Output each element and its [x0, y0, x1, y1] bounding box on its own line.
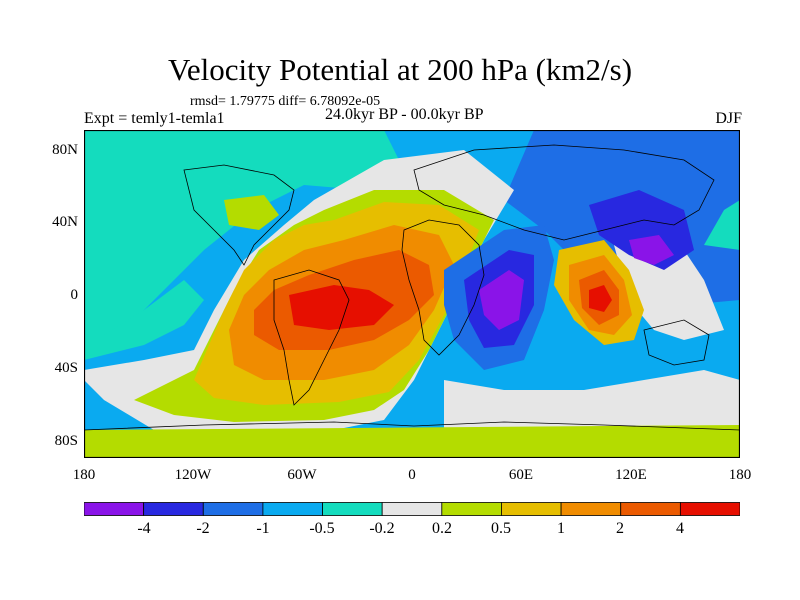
- colorbar: [84, 502, 740, 516]
- colorbar-box: [620, 502, 681, 516]
- coast-south-america: [273, 269, 350, 406]
- coast-north-america: [183, 164, 295, 266]
- colorbar-box: [501, 502, 562, 516]
- colorbar-box: [441, 502, 502, 516]
- coast-eurasia: [413, 144, 715, 241]
- colorbar-box: [560, 502, 622, 516]
- y-tick-0: 0: [70, 287, 79, 303]
- colorbar-box: [679, 502, 740, 516]
- x-tick-60e: 60E: [508, 467, 534, 483]
- coast-australia: [643, 319, 710, 366]
- colorbar-label-9: 2: [616, 520, 624, 537]
- colorbar-box: [381, 502, 443, 516]
- contour-field: [84, 130, 740, 458]
- colorbar-label-4: -0.5: [309, 520, 335, 537]
- colorbar-label-6: 0.2: [432, 520, 452, 537]
- contour-band-neutral-south: [444, 370, 740, 430]
- colorbar-box: [143, 502, 204, 516]
- contour-band-pos-0-antarctic: [84, 425, 740, 458]
- x-tick-180e: 180: [728, 467, 752, 483]
- contour-band-pos-max-indian: [589, 285, 612, 312]
- season-label: DJF: [715, 110, 742, 127]
- contour-band-teal-north: [84, 130, 404, 350]
- coast-africa: [401, 219, 485, 356]
- colorbar-label-5: -0.2: [369, 520, 395, 537]
- colorbar-label-7: 0.5: [491, 520, 511, 537]
- x-tick-120e: 120E: [615, 467, 647, 483]
- colorbar-box: [202, 502, 264, 516]
- coast-antarctica: [84, 421, 740, 431]
- x-tick-180w: 180: [72, 467, 96, 483]
- colorbar-label-10: 4: [676, 520, 684, 537]
- colorbar-label-1: -4: [137, 520, 151, 537]
- experiment-label: Expt = temly1-temla1: [84, 110, 225, 127]
- x-tick-120w: 120W: [174, 467, 212, 483]
- period-label: 24.0kyr BP - 00.0kyr BP: [325, 106, 484, 123]
- y-tick-80n: 80N: [52, 142, 78, 158]
- map-frame: [84, 130, 740, 458]
- contour-band-pos-0-namerica: [224, 195, 279, 230]
- colorbar-box: [262, 502, 323, 516]
- x-tick-0: 0: [408, 467, 416, 483]
- coastlines: [84, 144, 740, 431]
- map-panel: [84, 130, 740, 458]
- y-tick-40n: 40N: [52, 214, 78, 230]
- contour-band-teal-pacific: [84, 280, 204, 360]
- figure-title: Velocity Potential at 200 hPa (km2/s): [167, 52, 633, 87]
- colorbar-label-8: 1: [557, 520, 565, 537]
- colorbar-box: [322, 502, 383, 516]
- x-tick-60w: 60W: [287, 467, 317, 483]
- y-tick-80s: 80S: [54, 433, 78, 449]
- colorbar-label-2: -2: [196, 520, 210, 537]
- colorbar-label-3: -1: [256, 520, 270, 537]
- y-tick-40s: 40S: [54, 360, 78, 376]
- contour-band-teal-east: [704, 200, 740, 250]
- contour-band-neg-4-pacific: [629, 235, 674, 265]
- stats-label: rmsd= 1.79775 diff= 6.78092e-05: [190, 94, 381, 109]
- contour-band-pos-max: [289, 285, 394, 330]
- contour-band-neg-4-africa: [479, 270, 524, 330]
- colorbar-box: [84, 502, 145, 516]
